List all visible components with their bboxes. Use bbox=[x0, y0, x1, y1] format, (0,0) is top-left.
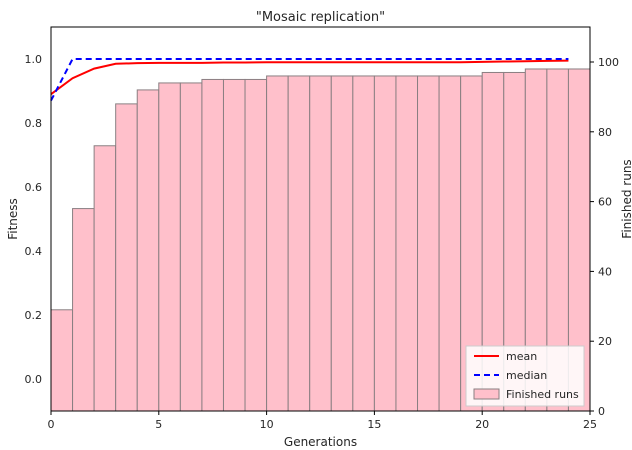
legend-swatch-Finished runs bbox=[473, 388, 500, 400]
y-tick-label: 0.2 bbox=[25, 309, 43, 322]
bar bbox=[93, 145, 117, 412]
y2-tick-label: 60 bbox=[598, 196, 612, 209]
x-tick-label: 15 bbox=[367, 418, 381, 431]
y-axis-right: 0 20 40 60 80 100 bbox=[590, 56, 619, 418]
y2-tick-label: 0 bbox=[598, 405, 605, 418]
bar bbox=[115, 103, 138, 412]
y-tick-label: 1.0 bbox=[25, 53, 43, 66]
bar bbox=[309, 75, 332, 412]
bar bbox=[352, 75, 375, 412]
bar bbox=[438, 75, 462, 412]
bar bbox=[72, 208, 95, 412]
y2-tick-label: 100 bbox=[598, 56, 619, 69]
legend: mean median Finished runs bbox=[465, 345, 585, 407]
y2-tick-label: 80 bbox=[598, 126, 612, 139]
bar bbox=[417, 75, 440, 412]
bar bbox=[136, 89, 160, 412]
x-axis: 0 5 10 15 20 25 bbox=[48, 411, 597, 431]
bar bbox=[244, 78, 268, 412]
bar bbox=[395, 75, 419, 412]
plot-frame bbox=[50, 26, 591, 412]
series-line-median bbox=[50, 58, 569, 102]
bars-layer bbox=[50, 68, 591, 412]
y-tick-label: 0.8 bbox=[25, 117, 43, 130]
y-axis-left: 0.0 0.2 0.4 0.6 0.8 1.0 bbox=[25, 53, 43, 386]
bar bbox=[50, 309, 74, 412]
y2-axis-label: Finished runs bbox=[620, 159, 632, 238]
y-axis-label: Fitness bbox=[6, 198, 20, 240]
bar bbox=[222, 78, 246, 412]
lines-layer bbox=[50, 58, 569, 102]
x-axis-label: Generations bbox=[284, 435, 357, 449]
y2-tick-label: 20 bbox=[598, 335, 612, 348]
x-tick-label: 25 bbox=[583, 418, 597, 431]
x-tick-label: 10 bbox=[260, 418, 274, 431]
bar bbox=[266, 75, 289, 412]
bar bbox=[373, 75, 397, 412]
bar bbox=[330, 75, 354, 412]
x-tick-label: 20 bbox=[475, 418, 489, 431]
chart-title: "Mosaic replication" bbox=[256, 10, 385, 25]
x-tick-label: 5 bbox=[155, 418, 162, 431]
y2-tick-label: 40 bbox=[598, 265, 612, 278]
series-line-mean bbox=[50, 59, 569, 96]
x-tick-label: 0 bbox=[48, 418, 55, 431]
legend-label-mean: mean bbox=[506, 350, 537, 363]
legend-label-median: median bbox=[506, 369, 547, 382]
bar bbox=[179, 82, 203, 412]
y-tick-label: 0.0 bbox=[25, 373, 43, 386]
bar bbox=[158, 82, 181, 412]
y-tick-label: 0.6 bbox=[25, 181, 43, 194]
bar bbox=[287, 75, 311, 412]
legend-label-Finished runs: Finished runs bbox=[506, 388, 579, 401]
y-tick-label: 0.4 bbox=[25, 245, 43, 258]
bar bbox=[201, 78, 224, 412]
